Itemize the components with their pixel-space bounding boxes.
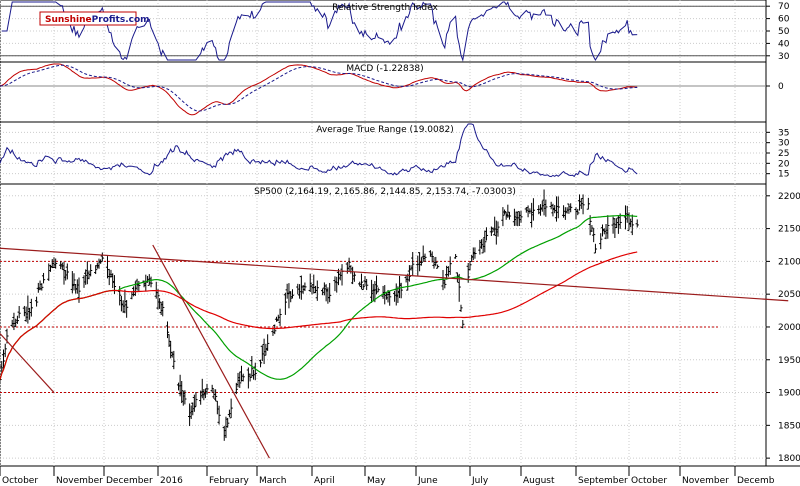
month-label: September xyxy=(578,476,628,486)
y-tick-label: 1850 xyxy=(778,421,800,431)
atr-panel-frame xyxy=(0,121,767,185)
trend-line xyxy=(152,244,270,459)
rsi-line xyxy=(1,1,638,62)
y-tick-label: 2150 xyxy=(778,225,800,235)
y-axis-ticks: 7060504030035302520152200215021002050200… xyxy=(766,2,800,464)
y-tick-label: 50 xyxy=(778,27,790,37)
month-label: November xyxy=(682,476,729,486)
y-tick-label: 70 xyxy=(778,2,790,12)
y-tick-label: 30 xyxy=(778,52,790,62)
y-tick-label: 20 xyxy=(778,159,790,169)
month-label: October xyxy=(2,476,38,486)
month-label: November xyxy=(56,476,103,486)
month-label: April xyxy=(314,476,335,486)
y-tick-label: 1800 xyxy=(778,454,800,464)
y-tick-label: 25 xyxy=(778,149,789,159)
y-tick-label: 2050 xyxy=(778,290,800,300)
macd-title: MACD (-1.22838) xyxy=(346,64,423,74)
rsi-title: Relative Strength Index xyxy=(332,3,438,13)
month-label: December xyxy=(106,476,153,486)
trend-line xyxy=(0,333,55,393)
month-label: 2016 xyxy=(160,476,183,486)
atr-line xyxy=(0,123,638,178)
x-axis-month-labels: October November December 2016 February March… xyxy=(0,466,775,486)
y-tick-label: 60 xyxy=(778,15,790,25)
macd-signal-line xyxy=(0,64,638,112)
month-label: February xyxy=(209,476,250,486)
trend-lines xyxy=(0,244,789,459)
y-tick-label: 30 xyxy=(778,139,790,149)
month-label: Decemb xyxy=(737,476,775,486)
y-tick-label: 2000 xyxy=(778,323,800,333)
month-label: June xyxy=(417,476,438,486)
macd-panel-frame xyxy=(0,61,767,123)
chart-series xyxy=(0,1,639,441)
month-label: March xyxy=(259,476,286,486)
moving-average-long xyxy=(0,251,638,380)
rsi-panel-frame xyxy=(0,0,767,63)
trend-line xyxy=(0,247,789,302)
month-label: July xyxy=(471,476,489,486)
price-panel-frame xyxy=(0,183,767,467)
month-label: May xyxy=(367,476,386,486)
svg-text:SunshineProfits.com: SunshineProfits.com xyxy=(45,15,150,25)
y-tick-label: 40 xyxy=(778,39,790,49)
month-label: August xyxy=(523,476,555,486)
y-tick-label: 35 xyxy=(778,128,789,138)
month-label: October xyxy=(631,476,667,486)
sunshine-profits-logo: SunshineProfits.com xyxy=(39,11,150,26)
y-tick-label: 0 xyxy=(778,82,784,92)
y-tick-label: 1900 xyxy=(778,389,800,399)
atr-title: Average True Range (19.0082) xyxy=(316,125,453,135)
y-tick-label: 15 xyxy=(778,170,789,180)
y-tick-label: 2100 xyxy=(778,257,800,267)
y-tick-label: 2200 xyxy=(778,192,800,202)
y-tick-label: 1950 xyxy=(778,356,800,366)
price-title: SP500 (2,164.19, 2,165.86, 2,144.85, 2,1… xyxy=(254,187,516,197)
